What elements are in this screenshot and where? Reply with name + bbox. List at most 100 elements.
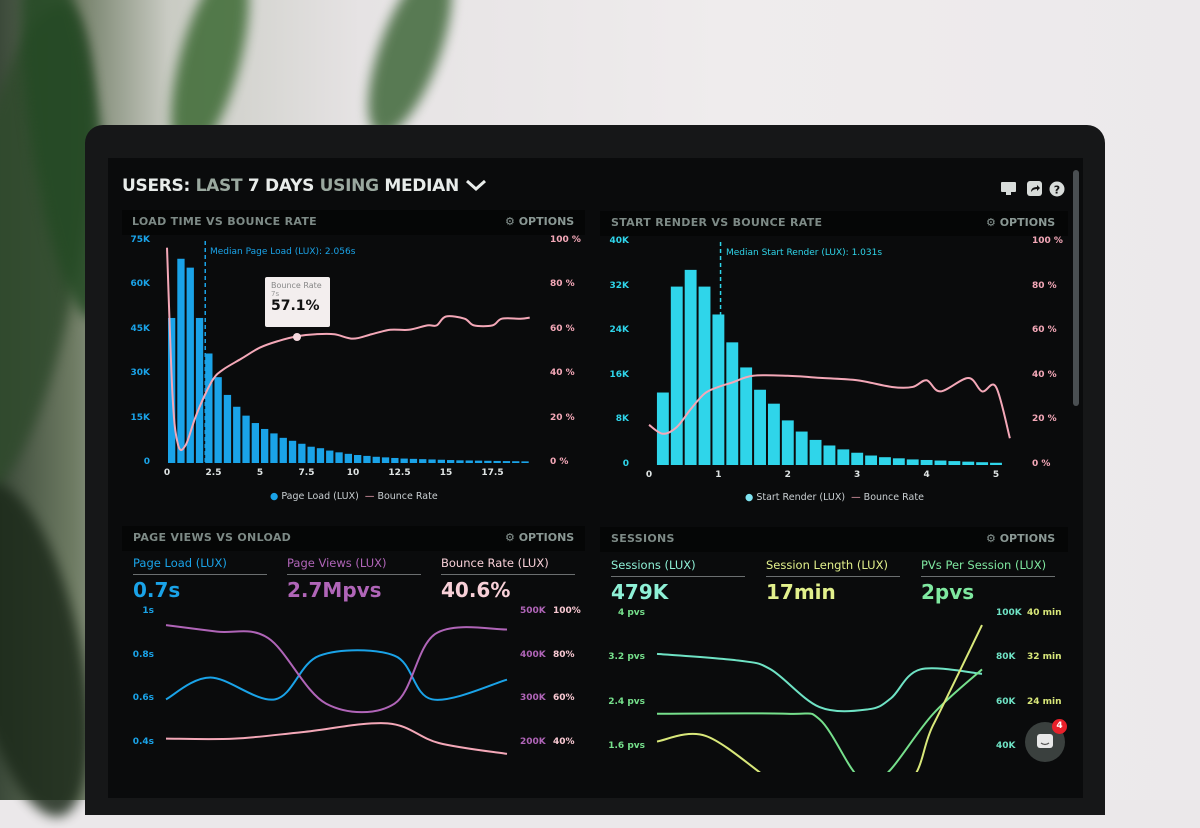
- legend-item[interactable]: Bounce Rate: [863, 492, 924, 503]
- axis-tick-label: 100 %: [1032, 236, 1063, 246]
- axis-tick-label: 40K: [996, 741, 1016, 751]
- bounce-rate-line: [648, 374, 1011, 439]
- series-line: [656, 624, 983, 772]
- gear-icon: ⚙: [986, 532, 1000, 545]
- histogram-bar: [428, 459, 436, 463]
- histogram-bar: [456, 460, 464, 463]
- axis-tick-label: 80 %: [1032, 280, 1057, 291]
- chat-button[interactable]: 4: [1025, 719, 1067, 762]
- legend-dot-icon: ●: [270, 491, 279, 502]
- axis-tick-label: 32K: [609, 280, 630, 291]
- stat-label: Session Length (LUX): [766, 558, 888, 572]
- axis-tick-label: 3: [854, 470, 861, 480]
- panel-header-start-render: [600, 211, 1068, 236]
- panel-title: START RENDER VS BOUNCE RATE: [611, 216, 823, 229]
- gear-icon: ⚙: [505, 531, 519, 544]
- axis-tick-label: 75K: [130, 235, 151, 245]
- histogram-bar: [223, 394, 232, 463]
- options-button[interactable]: ⚙ OPTIONS: [986, 216, 1055, 229]
- histogram-bar: [233, 406, 241, 463]
- chevron-down-icon[interactable]: [465, 179, 487, 192]
- histogram-bar: [934, 460, 947, 465]
- stat-label: Sessions (LUX): [611, 558, 696, 572]
- axis-tick-label: 5: [992, 470, 1000, 480]
- axis-tick-label: 0: [143, 457, 150, 467]
- histogram-bar: [447, 460, 455, 463]
- axis-tick-label: 45K: [130, 323, 151, 334]
- histogram-bar: [214, 377, 222, 463]
- axis-tick-label: 4: [923, 470, 930, 480]
- histogram-bar: [512, 461, 520, 463]
- axis-tick-label: 300K: [520, 693, 546, 704]
- histogram-bar: [502, 461, 511, 463]
- stat-label: Page Views (LUX): [287, 556, 387, 570]
- histogram-bar: [670, 286, 683, 465]
- options-label: OPTIONS: [518, 215, 575, 228]
- series-line: [656, 652, 983, 713]
- series-line: [656, 668, 983, 772]
- histogram-bar: [754, 389, 766, 465]
- axis-tick-label: 17.5: [481, 468, 504, 478]
- legend-dot-icon: ●: [745, 492, 754, 503]
- axis-tick-label: 20 %: [1032, 414, 1057, 425]
- axis-tick-label: 2: [784, 470, 791, 480]
- chat-icon: [1037, 734, 1053, 748]
- panel-title: PAGE VIEWS VS ONLOAD: [133, 531, 292, 544]
- histogram-bar: [493, 460, 501, 463]
- panel-header-page-views: [122, 526, 585, 551]
- gear-icon: ⚙: [986, 216, 1000, 229]
- axis-tick-label: 1: [715, 470, 722, 480]
- stat-value: 0.7s: [133, 578, 181, 602]
- histogram-bar: [381, 457, 390, 463]
- title-last: LAST: [195, 176, 243, 196]
- axis-tick-label: 12.5: [388, 468, 411, 478]
- histogram-bar: [521, 461, 529, 463]
- stat-divider: [287, 574, 421, 575]
- legend-item[interactable]: Bounce Rate: [377, 491, 438, 502]
- share-icon[interactable]: [1027, 181, 1042, 196]
- axis-tick-label: 200K: [520, 737, 546, 747]
- axis-tick-label: 5: [256, 468, 264, 478]
- axis-tick-label: 60K: [996, 696, 1016, 707]
- histogram-bar: [186, 267, 194, 463]
- histogram-bar: [270, 433, 278, 463]
- scrollbar[interactable]: [1073, 170, 1079, 406]
- legend-item[interactable]: Start Render (LUX): [756, 492, 846, 503]
- options-button[interactable]: ⚙ OPTIONS: [986, 532, 1055, 545]
- histogram-bar: [767, 403, 780, 465]
- median-annotation: Median Page Load (LUX): 2.056s: [210, 247, 356, 257]
- histogram-bar: [409, 458, 418, 463]
- histogram-bar: [288, 440, 297, 463]
- histogram-bar: [261, 428, 269, 463]
- histogram-bar: [474, 460, 483, 463]
- histogram-bar: [419, 459, 427, 463]
- options-button[interactable]: ⚙ OPTIONS: [505, 215, 574, 228]
- legend-line-icon: —: [364, 491, 375, 502]
- axis-tick-label: 80K: [996, 652, 1016, 663]
- histogram-bar: [279, 437, 287, 463]
- legend-item[interactable]: Page Load (LUX): [281, 491, 359, 502]
- dashboard-title[interactable]: USERS: LAST 7 DAYS USING MEDIAN: [122, 176, 487, 196]
- options-label: OPTIONS: [999, 532, 1056, 545]
- histogram-bar: [354, 455, 362, 463]
- axis-tick-label: 500K: [520, 606, 546, 616]
- histogram-bar: [205, 353, 213, 463]
- stat-divider: [921, 576, 1055, 577]
- legend-line-icon: —: [851, 492, 861, 503]
- series-line: [165, 722, 508, 755]
- histogram-bar: [823, 445, 836, 465]
- notification-badge: 4: [1052, 719, 1067, 734]
- axis-tick-label: 0: [163, 468, 171, 478]
- axis-tick-label: 100%: [553, 606, 581, 616]
- hover-point: [293, 333, 301, 341]
- monitor-icon[interactable]: [1000, 181, 1017, 196]
- histogram-bar: [363, 455, 371, 463]
- histogram-bar: [962, 461, 975, 465]
- options-button[interactable]: ⚙ OPTIONS: [505, 531, 574, 544]
- histogram-bar: [698, 286, 711, 465]
- help-icon[interactable]: ?: [1049, 181, 1065, 197]
- bounce-rate-line: [166, 247, 530, 451]
- axis-tick-label: 0: [645, 470, 653, 480]
- histogram-bar: [400, 458, 408, 463]
- tooltip-sub: 7s: [271, 290, 280, 298]
